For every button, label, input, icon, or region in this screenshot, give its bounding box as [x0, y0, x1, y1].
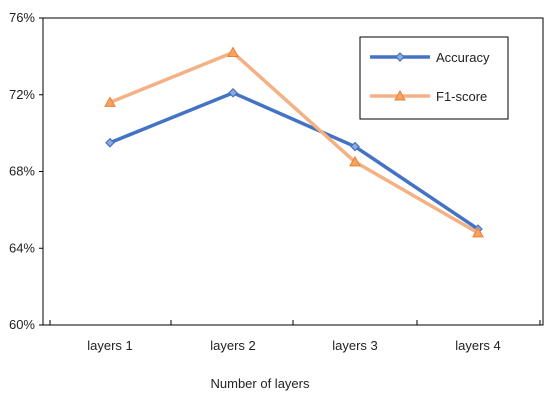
- x-tick-label: layers 4: [455, 338, 501, 353]
- f1-score-point: [349, 155, 361, 167]
- x-axis-title: Number of layers: [211, 376, 310, 391]
- legend-label-f1-score: F1-score: [436, 89, 487, 104]
- y-tick-label: 64%: [9, 240, 35, 255]
- y-tick-label: 72%: [9, 87, 35, 102]
- accuracy-point: [105, 137, 115, 148]
- x-tick-label: layers 3: [332, 338, 378, 353]
- y-tick-label: 68%: [9, 164, 35, 179]
- legend-label-accuracy: Accuracy: [436, 50, 490, 65]
- series-layer: [104, 46, 484, 238]
- x-tick-label: layers 2: [210, 338, 256, 353]
- legend-box: [359, 36, 509, 120]
- accuracy-point: [228, 87, 238, 98]
- x-tick-label: layers 1: [87, 338, 133, 353]
- f1-score-point: [104, 96, 116, 107]
- accuracy-point: [350, 141, 360, 152]
- y-tick-label: 60%: [9, 317, 35, 332]
- accuracy-line: [109, 91, 479, 231]
- legend-marker-accuracy: [395, 52, 405, 62]
- y-tick-label: 76%: [9, 10, 35, 25]
- f1-score-point: [227, 46, 239, 58]
- axis-ticks: 60% 64% 68% 72% 76% layers 1 layers 2 layers 3 l…: [9, 10, 541, 353]
- f1-score-line: [109, 50, 479, 235]
- f1-score-point: [472, 226, 484, 238]
- legend: Accuracy F1-score: [359, 36, 509, 120]
- legend-marker-f1-score: [394, 89, 406, 101]
